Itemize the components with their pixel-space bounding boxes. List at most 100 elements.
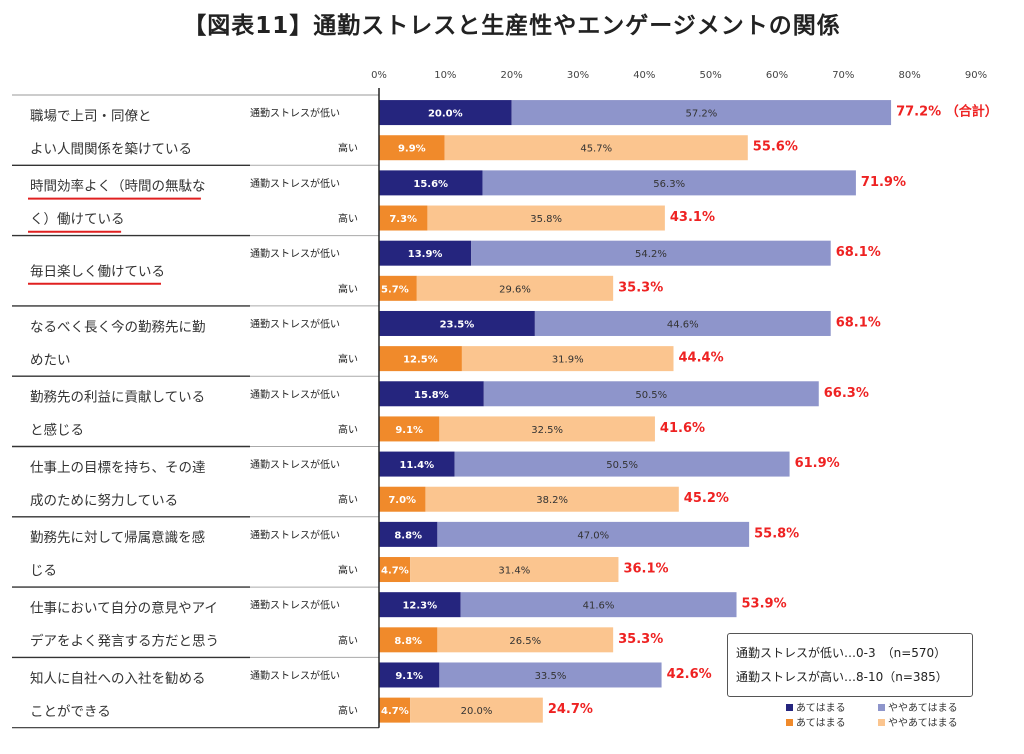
bar-high-strong	[379, 557, 411, 583]
total-label-low: 61.9%	[795, 456, 840, 471]
bar-low-strong	[379, 521, 438, 547]
total-label-high: 44.4%	[679, 351, 724, 366]
data-label-low-some: 44.6%	[667, 319, 699, 330]
bar-high-strong	[379, 205, 428, 231]
bar-low-strong	[379, 310, 535, 336]
bar-high-strong	[379, 416, 440, 442]
data-label-low-some: 47.0%	[577, 530, 609, 541]
bar-high-some	[439, 416, 655, 442]
bar-low-some	[437, 521, 750, 547]
data-label-low-some: 54.2%	[635, 249, 667, 260]
data-label-high-strong: 5.7%	[381, 284, 409, 295]
data-label-high-strong: 9.1%	[395, 425, 423, 436]
data-label-low-some: 41.6%	[583, 601, 615, 612]
data-label-high-some: 32.5%	[531, 425, 563, 436]
data-label-low-strong: 12.3%	[402, 601, 437, 612]
bar-low-strong	[379, 592, 461, 618]
total-label-low: 68.1%	[836, 315, 881, 330]
group-label-high: 高い	[338, 704, 358, 717]
info-high-line: 通勤ストレスが高い…8-10（n=385）	[736, 670, 948, 684]
chart-title: 【図表11】通勤ストレスと生産性やエンゲージメントの関係	[183, 13, 841, 39]
data-label-low-some: 57.2%	[685, 109, 717, 120]
category-label-line: よい人間関係を築けている	[30, 141, 192, 157]
total-label-low: 66.3%	[824, 386, 869, 401]
group-label-low: 通勤ストレスが低い	[250, 177, 340, 190]
total-label-high: 45.2%	[684, 491, 729, 506]
x-tick-label: 60%	[766, 70, 788, 81]
category-label-line: 職場で上司・同僚と	[30, 108, 152, 124]
legend: あてはまる ややあてはまる あてはまる ややあてはまる	[786, 701, 986, 731]
legend-swatch-high-strong	[786, 719, 793, 726]
total-label-high: 35.3%	[618, 632, 663, 647]
bar-low-some	[483, 381, 819, 407]
legend-label-low-some: ややあてはまる	[888, 703, 958, 714]
total-label-high: 41.6%	[660, 421, 705, 436]
x-tick-label: 20%	[501, 70, 523, 81]
bar-high-some	[427, 205, 665, 231]
info-low-line: 通勤ストレスが低い…0-3 （n=570）	[736, 646, 947, 660]
bar-low-some	[460, 592, 737, 618]
total-label-low: 55.8%	[754, 526, 799, 541]
legend-swatch-low-strong	[786, 704, 793, 711]
group-label-high: 高い	[338, 212, 358, 225]
total-label-low: 42.6%	[667, 667, 712, 682]
bar-high-strong	[379, 275, 417, 301]
category-label-line: 毎日楽しく働けている	[30, 264, 165, 280]
total-label-high: 55.6%	[753, 140, 798, 155]
data-label-high-some: 31.4%	[498, 566, 530, 577]
data-label-high-some: 29.6%	[499, 284, 531, 295]
data-label-high-strong: 4.7%	[381, 706, 409, 717]
bar-low-some	[534, 310, 831, 336]
bar-low-strong	[379, 662, 440, 688]
x-tick-label: 30%	[567, 70, 589, 81]
legend-item-low-some: ややあてはまる	[878, 701, 970, 716]
category-label-line: く）働けている	[30, 212, 125, 228]
data-label-low-strong: 15.8%	[414, 390, 449, 401]
bar-high-some	[437, 627, 614, 653]
total-label-low: 68.1%	[836, 245, 881, 260]
legend-label-high-some: ややあてはまる	[888, 718, 958, 729]
group-label-low: 通勤ストレスが低い	[250, 247, 340, 260]
bar-high-some	[461, 346, 674, 372]
bar-low-strong	[379, 100, 512, 126]
group-label-low: 通勤ストレスが低い	[250, 669, 340, 682]
bar-low-strong	[379, 240, 472, 266]
data-label-high-strong: 12.5%	[403, 355, 438, 366]
x-tick-label: 80%	[899, 70, 921, 81]
data-label-low-strong: 9.1%	[395, 671, 423, 682]
bar-high-some	[444, 135, 748, 161]
legend-swatch-low-some	[878, 704, 885, 711]
data-label-high-some: 38.2%	[536, 495, 568, 506]
data-label-high-some: 26.5%	[509, 636, 541, 647]
group-label-low: 通勤ストレスが低い	[250, 107, 340, 120]
group-label-high: 高い	[338, 564, 358, 577]
x-tick-label: 0%	[371, 70, 387, 81]
group-label-high: 高い	[338, 634, 358, 647]
data-label-high-strong: 8.8%	[394, 636, 422, 647]
data-label-low-strong: 11.4%	[399, 460, 434, 471]
category-label-line: 成のために努力している	[30, 493, 178, 509]
data-label-high-strong: 7.3%	[389, 214, 417, 225]
data-label-low-some: 56.3%	[653, 179, 685, 190]
data-label-high-some: 45.7%	[580, 144, 612, 155]
bar-low-some	[511, 100, 892, 126]
total-label-low: 53.9%	[742, 597, 787, 612]
group-label-low: 通勤ストレスが低い	[250, 317, 340, 330]
category-label-line: ことができる	[30, 704, 111, 720]
category-label-line: 仕事上の目標を持ち、その達	[30, 460, 206, 476]
category-label-line: 勤務先に対して帰属意識を感	[30, 529, 205, 546]
category-label-line: 知人に自社への入社を勧める	[30, 670, 206, 687]
group-label-low: 通勤ストレスが低い	[250, 458, 340, 471]
group-label-high: 高い	[338, 493, 358, 506]
total-label-high: 24.7%	[548, 702, 593, 717]
group-label-high: 高い	[338, 282, 358, 295]
data-label-low-strong: 20.0%	[428, 109, 463, 120]
total-label-high: 36.1%	[623, 562, 668, 577]
bar-low-strong	[379, 381, 484, 407]
bar-high-strong	[379, 486, 426, 512]
data-label-low-strong: 8.8%	[394, 530, 422, 541]
group-label-low: 通勤ストレスが低い	[250, 528, 340, 541]
legend-label-low-strong: あてはまる	[796, 703, 846, 714]
category-label-line: なるべく長く今の勤務先に勤	[30, 319, 206, 335]
